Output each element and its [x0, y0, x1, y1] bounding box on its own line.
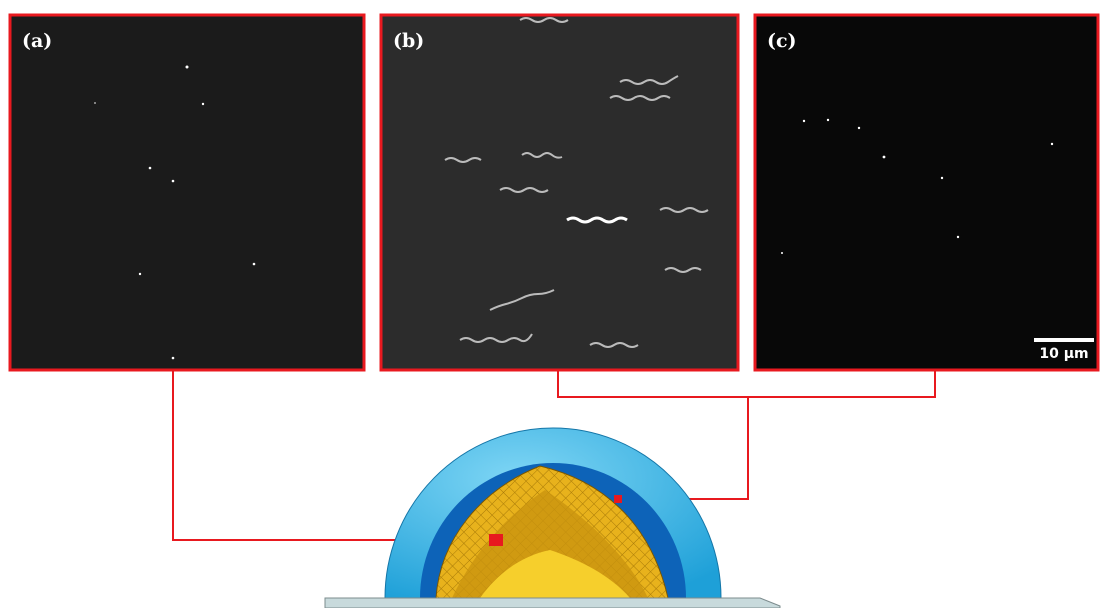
marker — [489, 534, 503, 546]
micrograph-b — [381, 15, 738, 370]
panel-a: (a) — [10, 15, 364, 370]
panel-label: (c) — [767, 30, 797, 52]
panel-label: (a) — [22, 30, 52, 52]
scale-bar-label: 10 µm — [1039, 346, 1088, 362]
panel-label: (b) — [393, 30, 424, 52]
panel-b: (b) — [381, 15, 738, 370]
panel-c: 10 µm (c) — [755, 15, 1098, 370]
droplet-diagram — [325, 428, 780, 608]
micrograph-c — [755, 15, 1098, 370]
figure: (a) (b) 10 µm (c) — [0, 0, 1100, 608]
marker — [614, 495, 622, 503]
